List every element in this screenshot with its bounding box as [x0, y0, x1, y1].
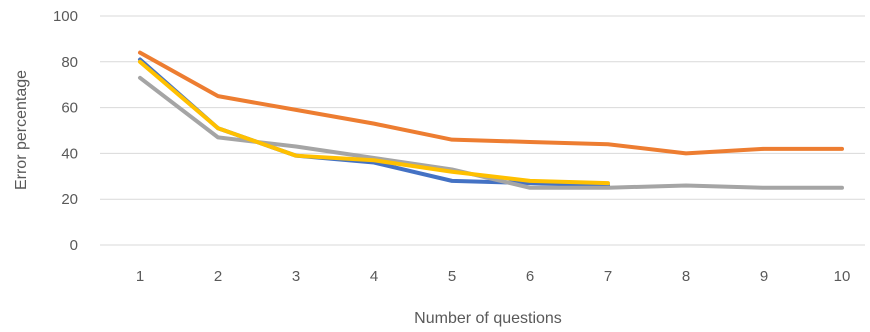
gridlines	[100, 15, 865, 246]
x-tick-label: 7	[604, 268, 612, 285]
x-tick-label: 1	[136, 268, 144, 285]
series-line-3	[138, 75, 844, 190]
series-line-2	[138, 50, 844, 156]
y-tick-label: 60	[61, 100, 78, 117]
y-tick-label: 100	[53, 8, 78, 25]
y-axis-ticks: 0 20 40 60 80 100	[53, 8, 78, 254]
series-lines	[138, 50, 844, 190]
x-tick-label: 2	[214, 268, 222, 285]
x-tick-label: 4	[370, 268, 378, 285]
x-tick-label: 5	[448, 268, 456, 285]
y-tick-label: 40	[61, 145, 78, 162]
x-tick-label: 10	[834, 268, 851, 285]
series-line-4	[138, 59, 610, 186]
x-tick-label: 8	[682, 268, 690, 285]
x-tick-label: 9	[760, 268, 768, 285]
y-axis-title: Error percentage	[13, 70, 30, 190]
y-tick-label: 0	[70, 237, 78, 254]
x-axis-ticks: 1 2 3 4 5 6 7 8 9 10	[136, 268, 851, 285]
y-tick-label: 20	[61, 191, 78, 208]
x-tick-label: 6	[526, 268, 534, 285]
x-tick-label: 3	[292, 268, 300, 285]
x-axis-title: Number of questions	[414, 310, 562, 327]
y-tick-label: 80	[61, 54, 78, 71]
